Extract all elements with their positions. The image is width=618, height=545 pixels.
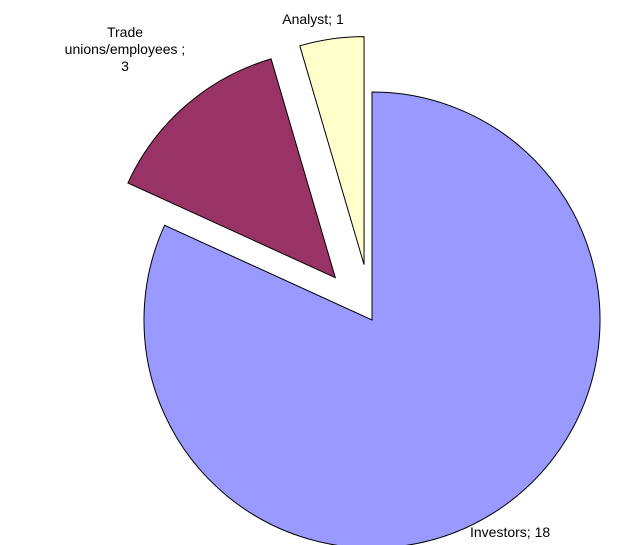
- data-label: Trade unions/employees ; 3: [64, 24, 186, 74]
- pie-slice: [127, 58, 337, 279]
- pie-slice: [299, 36, 365, 265]
- data-label: Analyst; 1: [282, 11, 344, 27]
- pie-slice: [143, 91, 601, 545]
- data-label: Investors; 18: [470, 524, 551, 540]
